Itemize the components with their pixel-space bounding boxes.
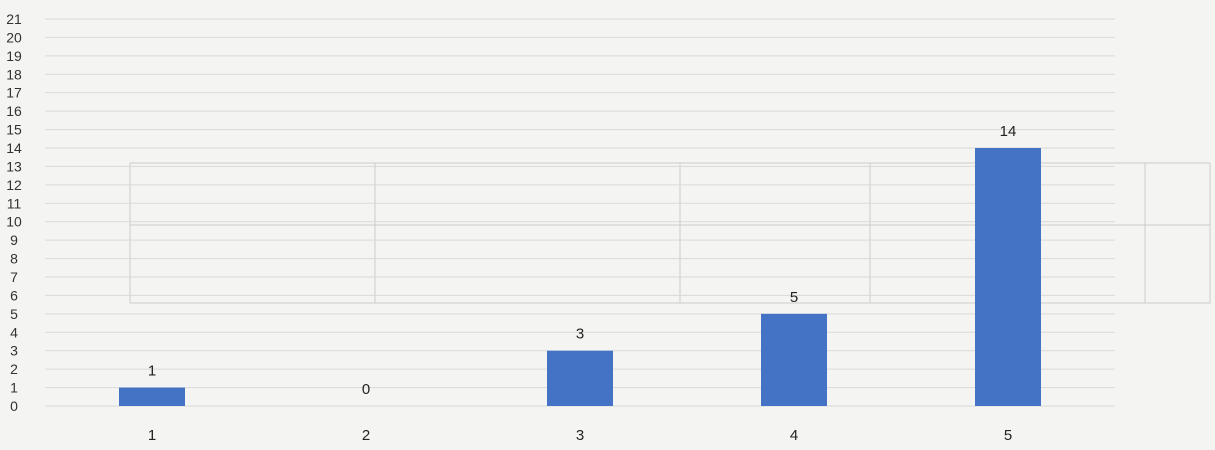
y-tick-label: 19 bbox=[6, 48, 22, 64]
x-axis-categories: 1 2 3 4 5 bbox=[148, 427, 1012, 444]
x-category-label: 2 bbox=[362, 427, 370, 444]
gridlines bbox=[45, 18, 1115, 407]
y-tick-label: 11 bbox=[7, 195, 22, 211]
y-tick-label: 16 bbox=[6, 103, 22, 119]
data-label: 3 bbox=[576, 326, 584, 343]
y-tick-label: 1 bbox=[10, 380, 18, 396]
y-tick-label: 17 bbox=[6, 85, 22, 101]
x-category-label: 3 bbox=[576, 427, 584, 444]
background-showthrough bbox=[129, 162, 1211, 304]
y-tick-label: 9 bbox=[10, 232, 18, 248]
y-tick-label: 8 bbox=[10, 251, 18, 267]
bar bbox=[761, 313, 827, 406]
bar bbox=[975, 148, 1041, 406]
y-tick-label: 3 bbox=[10, 343, 18, 359]
bar bbox=[547, 350, 613, 406]
y-tick-label: 0 bbox=[10, 398, 18, 414]
y-tick-label: 13 bbox=[6, 158, 22, 174]
y-tick-label: 6 bbox=[10, 287, 18, 303]
y-tick-label: 12 bbox=[6, 177, 22, 193]
data-labels: 1 0 3 5 14 bbox=[148, 123, 1017, 398]
bars bbox=[119, 148, 1041, 406]
y-tick-label: 15 bbox=[6, 122, 22, 138]
y-tick-label: 4 bbox=[10, 324, 18, 340]
x-category-label: 4 bbox=[790, 427, 798, 444]
y-tick-label: 7 bbox=[10, 269, 18, 285]
y-tick-label: 10 bbox=[6, 214, 22, 230]
y-tick-label: 2 bbox=[10, 361, 18, 377]
y-tick-label: 21 bbox=[6, 11, 22, 27]
data-label: 1 bbox=[148, 363, 156, 380]
y-tick-label: 18 bbox=[6, 66, 22, 82]
x-category-label: 1 bbox=[148, 427, 156, 444]
y-tick-label: 14 bbox=[6, 140, 22, 156]
data-label: 0 bbox=[362, 381, 370, 398]
bar bbox=[119, 387, 185, 406]
data-label: 14 bbox=[1000, 123, 1017, 140]
data-label: 5 bbox=[790, 289, 798, 306]
y-tick-label: 20 bbox=[6, 29, 22, 45]
x-category-label: 5 bbox=[1004, 427, 1012, 444]
y-tick-label: 5 bbox=[10, 306, 18, 322]
